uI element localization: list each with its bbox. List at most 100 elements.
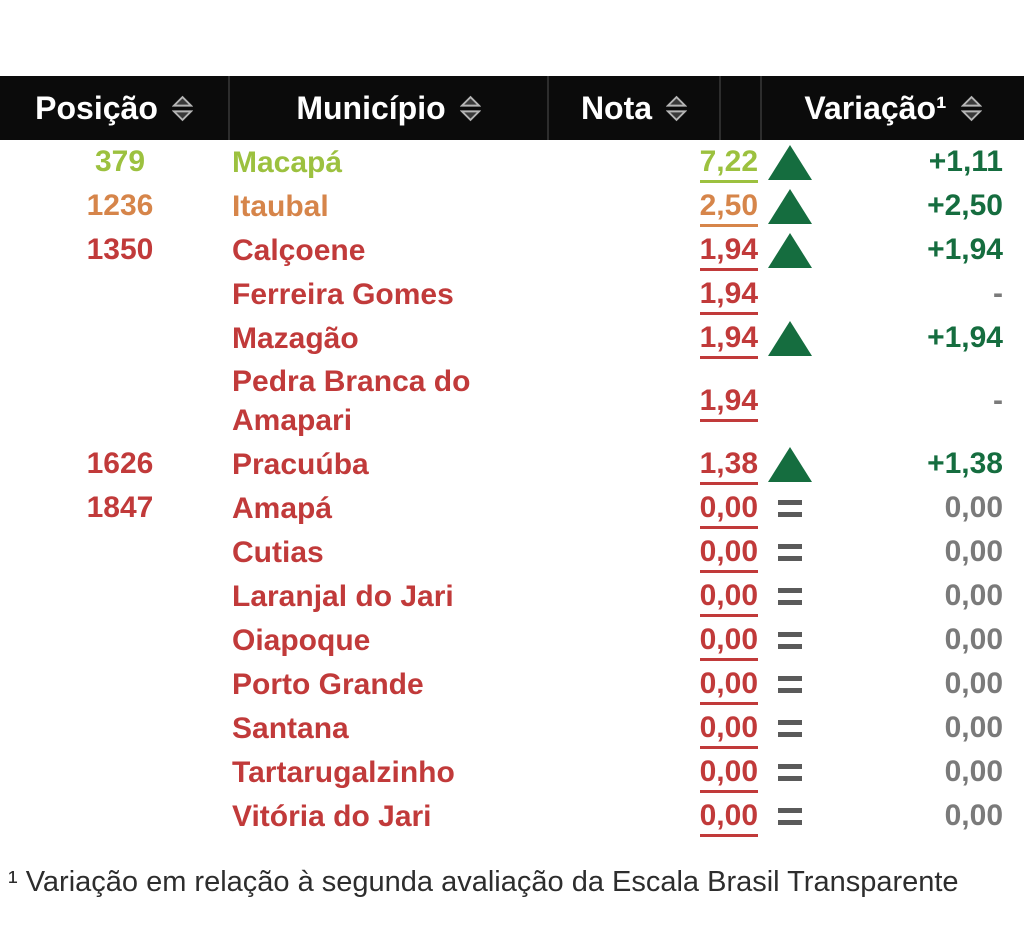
trend-icon-slot	[760, 675, 820, 693]
municipality-name: Pracuúba	[232, 447, 369, 481]
column-header-municipio-label: Município	[296, 89, 446, 126]
nota-cell: 0,00	[547, 491, 760, 529]
trend-up-icon	[768, 320, 812, 356]
table-row: 1626 Pracuúba 1,38 +1,38	[0, 442, 1024, 486]
variation-value: 0,00	[944, 579, 1003, 612]
nota-link[interactable]: 1,94	[699, 233, 758, 271]
variation-value: +1,38	[927, 447, 1003, 480]
municipality-name: Ferreira Gomes	[232, 277, 454, 311]
municipality-name: Santana	[232, 711, 349, 745]
column-header-variacao-label: Variação¹	[804, 89, 947, 126]
municipality-name: Macapá	[232, 145, 343, 179]
nota-link[interactable]: 2,50	[699, 189, 758, 227]
variation-cell: +1,94	[760, 316, 1024, 360]
variation-value: 0,00	[944, 755, 1003, 788]
table-body: 379 Macapá 7,22 +1,11 1236 Itaubal 2,50 …	[0, 140, 1024, 838]
nota-link[interactable]: 0,00	[699, 535, 758, 573]
variation-cell: 0,00	[760, 574, 1024, 618]
trend-icon-slot	[760, 807, 820, 825]
table-row: Porto Grande 0,00 0,00	[0, 662, 1024, 706]
nota-link[interactable]: 1,94	[699, 321, 758, 359]
municipality-name: Itaubal	[232, 189, 329, 223]
variation-cell: +1,38	[760, 442, 1024, 486]
position-value: 1350	[86, 233, 154, 266]
trend-icon-slot	[760, 587, 820, 605]
table-row: Laranjal do Jari 0,00 0,00	[0, 574, 1024, 618]
nota-link[interactable]: 1,94	[699, 384, 758, 422]
trend-equal-icon	[778, 499, 802, 517]
variation-cell: 0,00	[760, 530, 1024, 574]
nota-link[interactable]: 0,00	[699, 755, 758, 793]
nota-link[interactable]: 0,00	[699, 799, 758, 837]
table-row: Cutias 0,00 0,00	[0, 530, 1024, 574]
trend-equal-icon	[778, 719, 802, 737]
nota-cell: 1,38	[547, 447, 760, 485]
trend-icon-slot	[760, 188, 820, 224]
nota-cell: 2,50	[547, 189, 760, 227]
nota-link[interactable]: 7,22	[699, 145, 758, 183]
variation-value: 0,00	[944, 623, 1003, 656]
sort-icon[interactable]	[666, 95, 688, 122]
table-row: 1350 Calçoene 1,94 +1,94	[0, 228, 1024, 272]
table-row: 1847 Amapá 0,00 0,00	[0, 486, 1024, 530]
trend-icon-slot	[760, 446, 820, 482]
column-header-spacer	[719, 76, 760, 140]
column-header-posicao-label: Posição	[35, 89, 158, 126]
table-row: Santana 0,00 0,00	[0, 706, 1024, 750]
trend-equal-icon	[778, 807, 802, 825]
nota-cell: 1,94	[547, 277, 760, 315]
variation-value: +1,94	[927, 233, 1003, 266]
variation-cell: 0,00	[760, 706, 1024, 750]
variation-cell: -	[760, 272, 1024, 316]
table-row: Pedra Branca do Amapari 1,94 -	[0, 360, 1024, 442]
municipality-name: Porto Grande	[232, 667, 424, 701]
column-header-nota-label: Nota	[580, 89, 653, 126]
nota-cell: 0,00	[547, 755, 760, 793]
municipality-name: Mazagão	[232, 321, 359, 355]
position-value: 379	[94, 145, 146, 178]
nota-cell: 1,94	[547, 384, 760, 422]
nota-link[interactable]: 0,00	[699, 667, 758, 705]
variation-cell: +1,94	[760, 228, 1024, 272]
nota-cell: 0,00	[547, 711, 760, 749]
nota-cell: 0,00	[547, 799, 760, 837]
municipality-name: Calçoene	[232, 233, 366, 267]
nota-link[interactable]: 1,94	[699, 277, 758, 315]
table-header-row: Posição Município Nota	[0, 76, 1024, 140]
municipality-name: Cutias	[232, 535, 324, 569]
variation-value: 0,00	[944, 491, 1003, 524]
nota-link[interactable]: 0,00	[699, 623, 758, 661]
trend-up-icon	[768, 232, 812, 268]
nota-link[interactable]: 0,00	[699, 579, 758, 617]
table-row: Mazagão 1,94 +1,94	[0, 316, 1024, 360]
variation-cell: 0,00	[760, 794, 1024, 838]
variation-value: -	[993, 277, 1003, 310]
nota-cell: 1,94	[547, 321, 760, 359]
nota-cell: 1,94	[547, 233, 760, 271]
column-header-municipio[interactable]: Município	[228, 76, 547, 140]
variation-value: 0,00	[944, 535, 1003, 568]
variation-cell: 0,00	[760, 750, 1024, 794]
nota-cell: 0,00	[547, 535, 760, 573]
trend-icon-slot	[760, 499, 820, 517]
trend-equal-icon	[778, 631, 802, 649]
nota-link[interactable]: 0,00	[699, 711, 758, 749]
table-row: Ferreira Gomes 1,94 -	[0, 272, 1024, 316]
position-value: 1626	[86, 447, 154, 480]
sort-icon[interactable]	[459, 95, 481, 122]
column-header-nota[interactable]: Nota	[547, 76, 719, 140]
variation-value: +1,94	[927, 321, 1003, 354]
column-header-posicao[interactable]: Posição	[0, 76, 228, 140]
variation-value: +1,11	[928, 145, 1003, 178]
nota-link[interactable]: 0,00	[699, 491, 758, 529]
nota-cell: 7,22	[547, 145, 760, 183]
sort-icon[interactable]	[171, 95, 193, 122]
municipality-name: Oiapoque	[232, 623, 371, 657]
sort-icon[interactable]	[960, 95, 982, 122]
trend-equal-icon	[778, 763, 802, 781]
nota-link[interactable]: 1,38	[699, 447, 758, 485]
municipality-name: Vitória do Jari	[232, 799, 432, 833]
municipality-name: Tartarugalzinho	[232, 755, 455, 789]
column-header-variacao[interactable]: Variação¹	[760, 76, 1024, 140]
trend-icon-slot	[760, 543, 820, 561]
